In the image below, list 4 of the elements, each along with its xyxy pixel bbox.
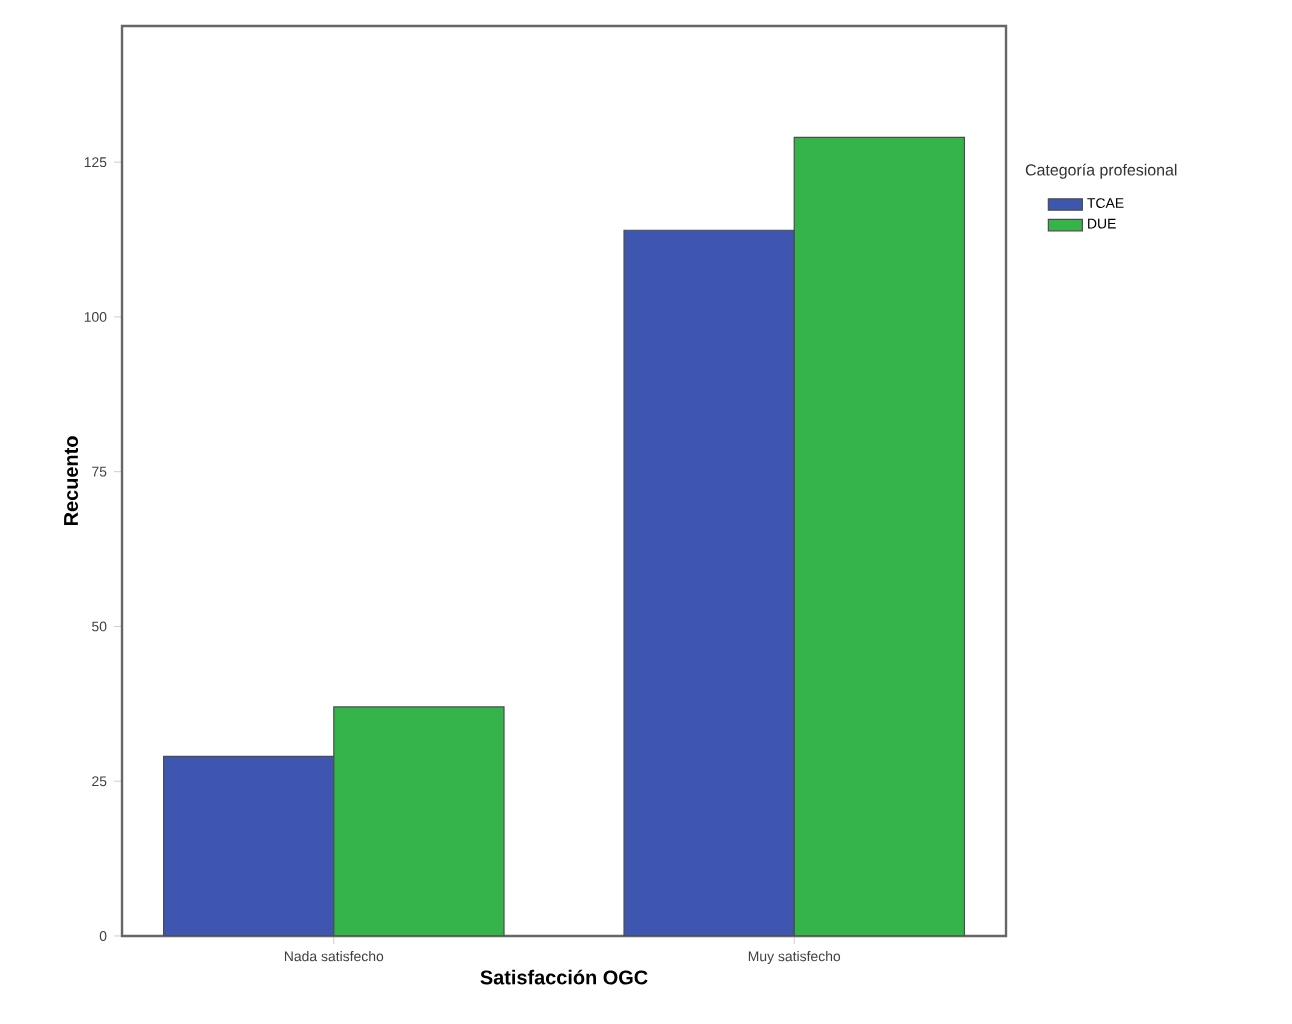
bar xyxy=(623,229,795,936)
y-axis-title: Recuento xyxy=(64,436,79,526)
x-axis-title: Satisfacción OGC xyxy=(480,969,648,985)
bar xyxy=(163,755,335,936)
